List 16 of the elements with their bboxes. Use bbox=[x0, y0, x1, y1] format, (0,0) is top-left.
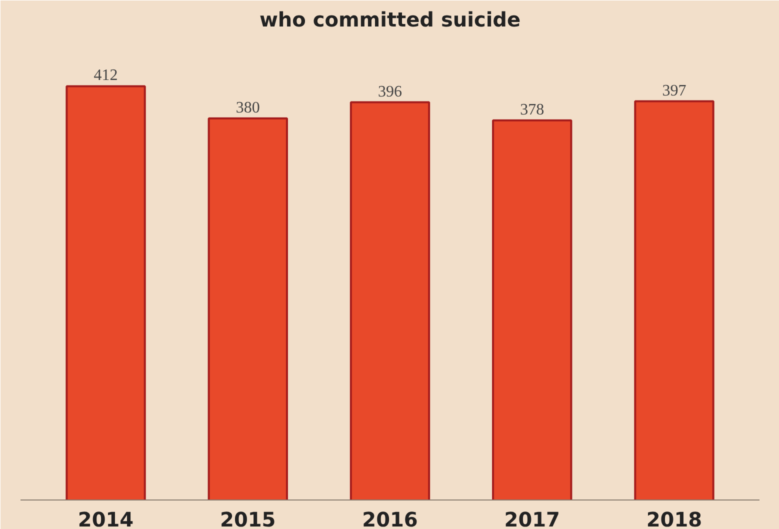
bar bbox=[66, 85, 146, 500]
data-label: 412 bbox=[94, 67, 118, 84]
data-label: 380 bbox=[236, 99, 260, 116]
chart-title: who committed suicide bbox=[259, 8, 521, 32]
bar bbox=[492, 119, 572, 500]
data-label: 378 bbox=[520, 101, 544, 118]
x-tick-label: 2015 bbox=[220, 508, 276, 529]
x-tick-label: 2017 bbox=[504, 508, 560, 529]
bar bbox=[350, 101, 430, 500]
bar bbox=[208, 117, 288, 500]
x-tick-label: 2014 bbox=[78, 508, 134, 529]
x-tick-label: 2016 bbox=[362, 508, 418, 529]
bar bbox=[634, 100, 714, 500]
x-tick-label: 2018 bbox=[646, 508, 702, 529]
data-label: 397 bbox=[662, 82, 686, 100]
data-label: 396 bbox=[378, 83, 402, 100]
